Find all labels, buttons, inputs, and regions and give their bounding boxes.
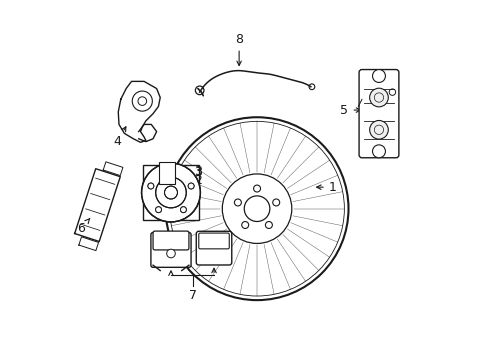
Polygon shape <box>75 169 120 242</box>
FancyBboxPatch shape <box>151 233 191 267</box>
Circle shape <box>132 91 152 111</box>
FancyBboxPatch shape <box>153 231 188 250</box>
Text: 1: 1 <box>316 181 336 194</box>
Circle shape <box>168 168 174 174</box>
Circle shape <box>142 163 200 222</box>
Circle shape <box>147 183 153 189</box>
Text: 3: 3 <box>194 166 202 179</box>
Text: 3: 3 <box>194 165 202 177</box>
Circle shape <box>188 183 194 189</box>
Text: 4: 4 <box>113 127 125 148</box>
Circle shape <box>180 207 186 213</box>
Circle shape <box>369 88 387 107</box>
FancyBboxPatch shape <box>196 231 231 265</box>
Circle shape <box>155 207 161 213</box>
Text: 5: 5 <box>340 104 360 117</box>
Circle shape <box>188 183 194 189</box>
FancyBboxPatch shape <box>143 165 199 220</box>
Circle shape <box>180 207 186 213</box>
FancyBboxPatch shape <box>158 162 174 184</box>
Circle shape <box>147 183 153 189</box>
Circle shape <box>372 145 385 158</box>
Circle shape <box>155 207 161 213</box>
Circle shape <box>166 249 175 258</box>
Text: 8: 8 <box>235 32 243 66</box>
Circle shape <box>372 69 385 82</box>
FancyBboxPatch shape <box>358 69 398 158</box>
Text: 2: 2 <box>194 174 202 186</box>
Text: 6: 6 <box>77 219 89 235</box>
Text: 2: 2 <box>180 193 198 206</box>
FancyBboxPatch shape <box>198 233 229 249</box>
Text: 7: 7 <box>188 289 196 302</box>
Circle shape <box>369 121 387 139</box>
Circle shape <box>168 168 174 174</box>
